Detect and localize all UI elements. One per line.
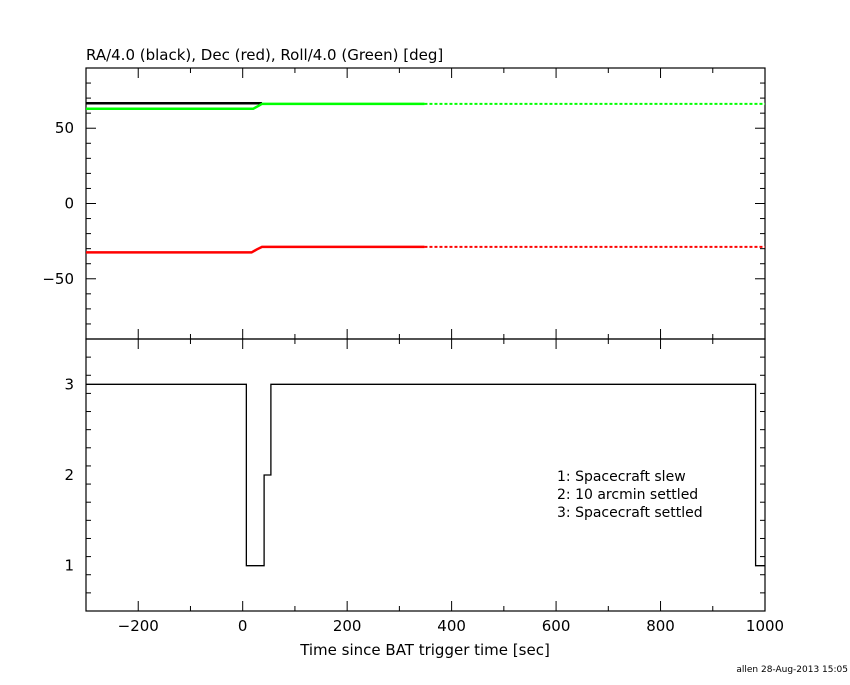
x-axis-label: Time since BAT trigger time [sec] xyxy=(299,641,550,659)
x-tick-label: 600 xyxy=(542,617,571,635)
top-panel-title: RA/4.0 (black), Dec (red), Roll/4.0 (Gre… xyxy=(86,46,443,64)
series-dec-line xyxy=(86,245,425,254)
footer-stamp: allen 28-Aug-2013 15:05 xyxy=(736,665,848,675)
x-tick-label: 200 xyxy=(333,617,362,635)
y-tick-label: 2 xyxy=(64,466,74,484)
x-tick-label: 400 xyxy=(437,617,466,635)
panel-frame-1 xyxy=(85,338,766,612)
x-tick-label: 1000 xyxy=(746,617,784,635)
y-tick-label: 1 xyxy=(64,557,74,575)
series-roll-line xyxy=(86,102,425,111)
y-tick-label: 0 xyxy=(64,195,74,213)
y-tick-label: 3 xyxy=(64,375,74,393)
legend-item-3: 3: Spacecraft settled xyxy=(557,505,703,521)
step-series xyxy=(86,383,765,567)
x-tick-label: 800 xyxy=(646,617,675,635)
x-tick-label: 0 xyxy=(238,617,248,635)
x-tick-label: −200 xyxy=(118,617,159,635)
legend-item-2: 2: 10 arcmin settled xyxy=(557,487,698,503)
legend-item-1: 1: Spacecraft slew xyxy=(557,469,686,485)
y-tick-label: −50 xyxy=(42,270,74,288)
y-tick-label: 50 xyxy=(55,119,74,137)
